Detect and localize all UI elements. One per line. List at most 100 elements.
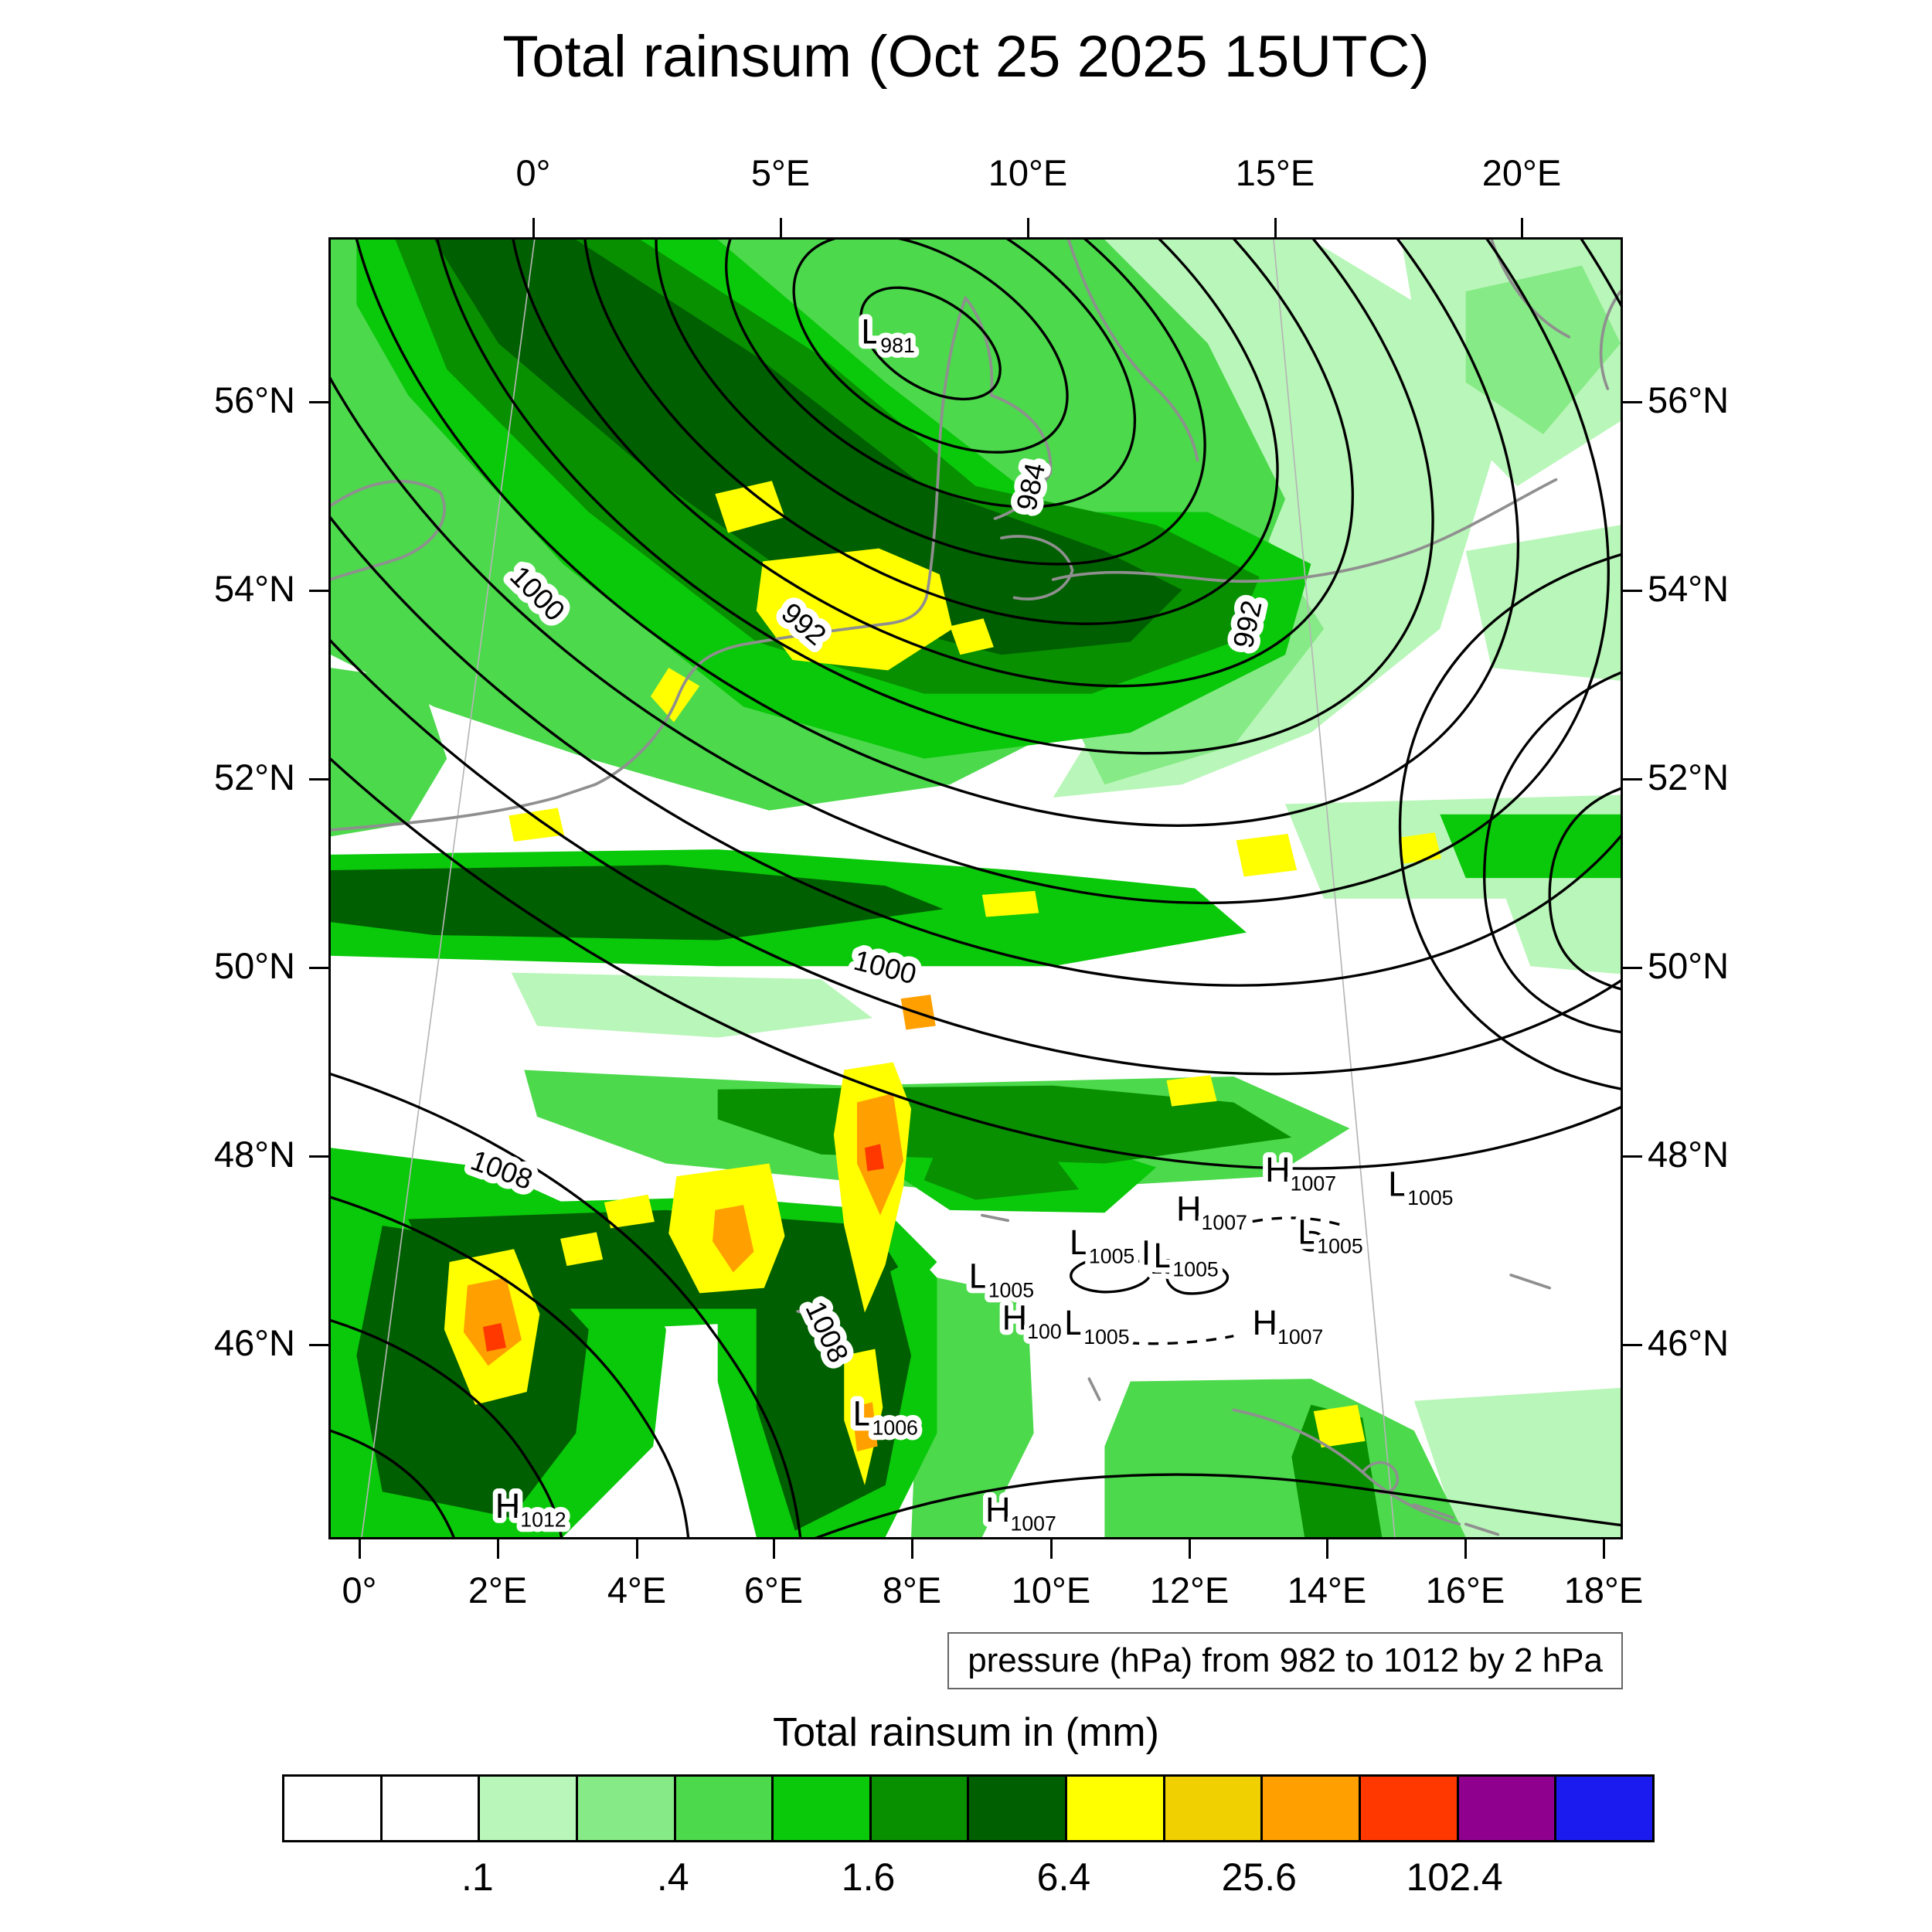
colorbar-segment	[382, 1777, 481, 1840]
coastline	[331, 479, 446, 581]
colorbar-segment	[1458, 1777, 1557, 1840]
axis-label-right: 50°N	[1648, 945, 1730, 986]
isobar-line	[1548, 787, 1621, 991]
pressure-center-label: L1005	[1070, 1223, 1134, 1268]
rain-patch	[1465, 525, 1621, 681]
axis-tick-right	[1623, 778, 1642, 781]
isobar-line	[792, 240, 1069, 454]
pressure-center-label: L1005	[969, 1257, 1034, 1302]
isobar-line	[1033, 1325, 1234, 1345]
axis-tick-right	[1623, 590, 1642, 592]
axis-label-right: 48°N	[1648, 1134, 1730, 1175]
axis-label-bottom: 18°E	[1563, 1570, 1644, 1611]
pressure-center-label: H1007	[1176, 1189, 1247, 1234]
isobar-line	[1070, 1256, 1152, 1294]
pressure-center-label: L1005	[1388, 1164, 1453, 1209]
axis-tick-top	[532, 218, 535, 237]
rain-patch	[715, 481, 785, 533]
rain-patch	[463, 1277, 522, 1366]
colorbar-boundary-label: 6.4	[1036, 1855, 1091, 1899]
axis-label-top: 0°	[515, 152, 551, 193]
rain-patch	[981, 890, 1039, 917]
axis-label-left: 50°N	[213, 945, 295, 986]
axis-tick-bottom	[773, 1539, 775, 1559]
colorbar-boundary-label: 102.4	[1406, 1855, 1503, 1899]
axis-label-bottom: 8°E	[882, 1570, 942, 1611]
pressure-center-label: H1007	[1252, 1303, 1323, 1349]
axis-tick-bottom	[1603, 1539, 1605, 1559]
axis-label-left: 48°N	[213, 1134, 295, 1175]
rain-patch	[713, 1205, 754, 1273]
coastline	[964, 296, 1074, 600]
pressure-note: pressure (hPa) from 982 to 1012 by 2 hPa	[947, 1632, 1623, 1689]
axis-tick-right	[1623, 401, 1642, 403]
isobar-line	[655, 240, 1206, 566]
rain-patch	[756, 1251, 912, 1531]
isobar-line	[331, 1196, 690, 1537]
isobar-line	[1165, 1262, 1229, 1295]
rain-patch	[911, 1277, 1034, 1537]
pressure-center-label: L1005	[1298, 1212, 1362, 1257]
isobar-line	[859, 286, 1002, 401]
colorbar-segment	[675, 1777, 774, 1840]
pressure-center-label: L1005	[1153, 1236, 1218, 1281]
axis-label-bottom: 6°E	[743, 1570, 804, 1611]
axis-tick-top	[1027, 218, 1029, 237]
rain-patch	[864, 1144, 885, 1172]
isobar-line	[507, 240, 1354, 688]
isobar-line	[1398, 553, 1621, 1090]
isobar-line	[1297, 1230, 1325, 1252]
axis-tick-top	[1521, 218, 1523, 237]
isobar-line	[331, 1318, 563, 1537]
axis-tick-top	[780, 218, 782, 237]
rain-patch	[923, 1148, 1080, 1200]
axis-tick-bottom	[1050, 1539, 1053, 1559]
rainsum-colorbar	[282, 1774, 1655, 1842]
axis-label-bottom: 16°E	[1425, 1570, 1505, 1611]
axis-label-right: 56°N	[1648, 379, 1730, 420]
map-plot-area: 1000 992 984 992 1000 1008 1008 L981 H1007 H1007 L…	[328, 237, 1623, 1539]
colorbar-segment	[480, 1777, 578, 1840]
isobar-line	[725, 240, 1137, 509]
axis-label-right: 54°N	[1648, 568, 1730, 609]
rain-patch	[1313, 1404, 1366, 1448]
axis-label-left: 52°N	[213, 757, 295, 798]
axis-tick-left	[309, 1344, 328, 1346]
isobar-line	[815, 1473, 1621, 1537]
coastline	[1051, 478, 1558, 583]
axis-tick-bottom	[911, 1539, 913, 1559]
rain-patch	[1104, 1379, 1466, 1537]
axis-tick-left	[309, 967, 328, 969]
colorbar-boundary-label: 1.6	[841, 1855, 896, 1899]
axis-tick-left	[309, 590, 328, 592]
isobar-line	[331, 1073, 802, 1537]
pressure-center-label: H1008	[1002, 1298, 1073, 1343]
chart-title: Total rainsum (Oct 25 2025 15UTC)	[502, 24, 1430, 90]
axis-label-bottom: 4°E	[607, 1570, 667, 1611]
axis-tick-bottom	[359, 1539, 361, 1559]
colorbar-segment	[1556, 1777, 1652, 1840]
colorbar-labels: .1 .4 1.6 6.4 25.6 102.4	[282, 1855, 1650, 1909]
colorbar-boundary-label: .4	[656, 1855, 689, 1899]
axis-label-bottom: 2°E	[468, 1570, 528, 1611]
isobar-line	[331, 240, 1621, 987]
colorbar-boundary-label: .1	[461, 1855, 494, 1899]
axis-tick-bottom	[497, 1539, 499, 1559]
axis-label-right: 52°N	[1648, 757, 1730, 798]
axis-tick-top	[1274, 218, 1277, 237]
isobar-line	[331, 1429, 455, 1537]
axis-label-bottom: 0°	[342, 1570, 377, 1611]
isobar-line	[342, 240, 1520, 827]
isobar-line	[331, 240, 1621, 1170]
rain-patch	[560, 1232, 604, 1267]
rain-patch	[482, 1322, 506, 1352]
colorbar-segment	[284, 1777, 383, 1840]
isobar-line	[582, 240, 1279, 625]
rain-pressure-map: 1000 992984992100010081008L981H1007H1007L…	[331, 240, 1621, 1537]
axis-label-left: 56°N	[213, 379, 295, 420]
rain-patch	[509, 808, 565, 842]
rain-patch	[650, 668, 700, 723]
rain-patch	[1236, 833, 1298, 877]
axis-tick-right	[1623, 1155, 1642, 1158]
